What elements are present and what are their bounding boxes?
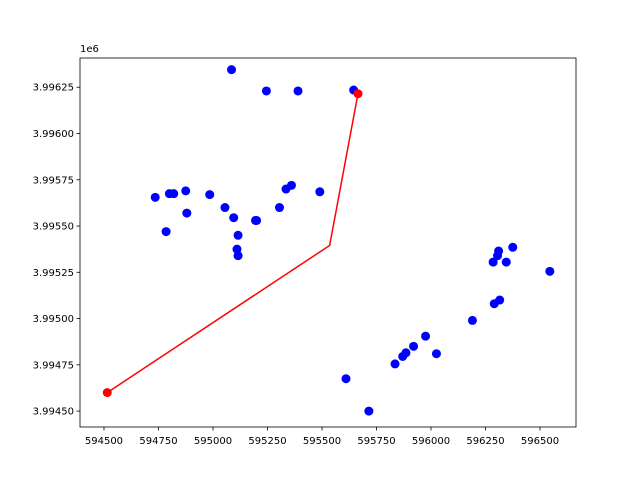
- plot-area: [102, 65, 555, 416]
- route-line: [106, 93, 359, 394]
- data-point: [150, 192, 160, 202]
- y-tick-label: 3.99625: [33, 83, 74, 94]
- data-point: [488, 257, 498, 267]
- x-tick-label: 594500: [85, 436, 123, 447]
- y-tick-label: 3.99600: [33, 129, 74, 140]
- data-point: [229, 213, 239, 223]
- y-tick-label: 3.99475: [33, 360, 74, 371]
- route-endpoint: [102, 388, 112, 398]
- x-tick-label: 595000: [194, 436, 232, 447]
- x-tick-label: 595250: [248, 436, 286, 447]
- data-point: [341, 374, 351, 384]
- y-tick-label: 3.99525: [33, 268, 74, 279]
- data-point: [409, 341, 419, 351]
- data-point: [501, 257, 511, 267]
- x-tick-label: 596250: [466, 436, 504, 447]
- data-point: [261, 86, 271, 96]
- data-point: [508, 242, 518, 252]
- data-point: [390, 359, 400, 369]
- x-tick-label: 596000: [412, 436, 450, 447]
- data-point: [431, 349, 441, 359]
- y-tick-label: 3.99575: [33, 175, 74, 186]
- data-point: [274, 203, 284, 213]
- data-point: [205, 190, 215, 200]
- x-tick-label: 595500: [303, 436, 341, 447]
- data-point: [220, 203, 230, 213]
- data-point: [421, 331, 431, 341]
- x-tick-label: 595750: [357, 436, 395, 447]
- data-point: [233, 230, 243, 240]
- y-axis: 3.99450 3.99475 3.99500 3.99525 3.99550 3.995…: [33, 83, 80, 418]
- data-point: [233, 251, 243, 261]
- data-point: [161, 227, 171, 237]
- data-point: [545, 266, 555, 276]
- data-point: [467, 315, 477, 325]
- y-tick-label: 3.99500: [33, 314, 74, 325]
- data-point: [169, 189, 179, 199]
- data-point: [227, 65, 237, 75]
- data-point: [252, 215, 262, 225]
- data-point: [495, 295, 505, 305]
- axes-frame: [79, 57, 577, 428]
- data-point: [181, 186, 191, 196]
- data-point: [494, 246, 504, 256]
- data-point: [182, 208, 192, 218]
- x-tick-label: 596500: [521, 436, 559, 447]
- route-endpoint: [353, 89, 363, 99]
- x-axis: 594500 594750 595000 595250 595500 595750 5960…: [85, 427, 559, 447]
- y-axis-offset-label: 1e6: [80, 44, 99, 55]
- y-tick-label: 3.99550: [33, 222, 74, 233]
- x-tick-label: 594750: [139, 436, 177, 447]
- data-point: [364, 406, 374, 416]
- y-tick-label: 3.99450: [33, 407, 74, 418]
- data-point: [286, 180, 296, 190]
- data-point: [315, 187, 325, 197]
- data-point: [401, 348, 411, 358]
- data-point: [293, 86, 303, 96]
